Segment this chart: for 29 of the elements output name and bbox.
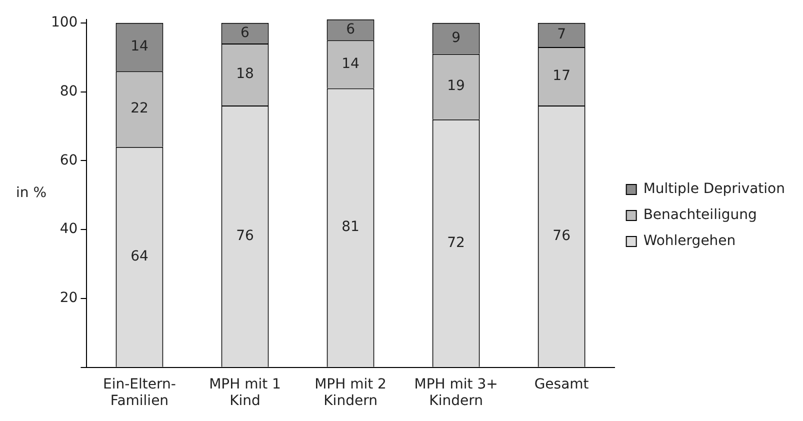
data-label: 19 xyxy=(447,78,465,94)
data-label: 18 xyxy=(236,66,254,82)
data-label: 14 xyxy=(130,38,148,55)
data-label: 64 xyxy=(130,248,148,265)
data-label: 81 xyxy=(342,219,360,236)
x-tick-label: MPH mit 1 Kind xyxy=(209,376,281,410)
x-tick-label: Ein-Eltern-Familien xyxy=(103,376,176,410)
data-label: 6 xyxy=(240,24,250,41)
data-label: 76 xyxy=(552,228,571,244)
data-label: 17 xyxy=(552,68,570,84)
y-tick-label: 80 xyxy=(60,83,78,100)
data-label: 72 xyxy=(447,234,465,251)
legend-label: Wohlergehen xyxy=(643,233,736,250)
y-axis-title: in % xyxy=(16,185,47,202)
data-label: 14 xyxy=(342,56,360,72)
y-tick-label: 100 xyxy=(50,14,78,30)
data-label: 22 xyxy=(130,100,148,117)
data-label: 7 xyxy=(557,26,566,43)
x-tick-label: MPH mit 2 Kindern xyxy=(314,376,386,410)
x-tick-label: MPH mit 3+ Kindern xyxy=(414,376,498,410)
y-tick-label: 20 xyxy=(60,290,78,306)
y-tick-label: 40 xyxy=(60,221,78,238)
x-tick-label: Gesamt xyxy=(534,376,590,392)
data-label: 6 xyxy=(346,21,356,38)
legend-label: Multiple Deprivation xyxy=(643,181,786,198)
y-tick-label: 60 xyxy=(60,152,78,168)
data-label: 9 xyxy=(452,30,461,46)
data-label: 76 xyxy=(236,228,254,244)
legend-label: Benachteiligung xyxy=(643,207,757,224)
